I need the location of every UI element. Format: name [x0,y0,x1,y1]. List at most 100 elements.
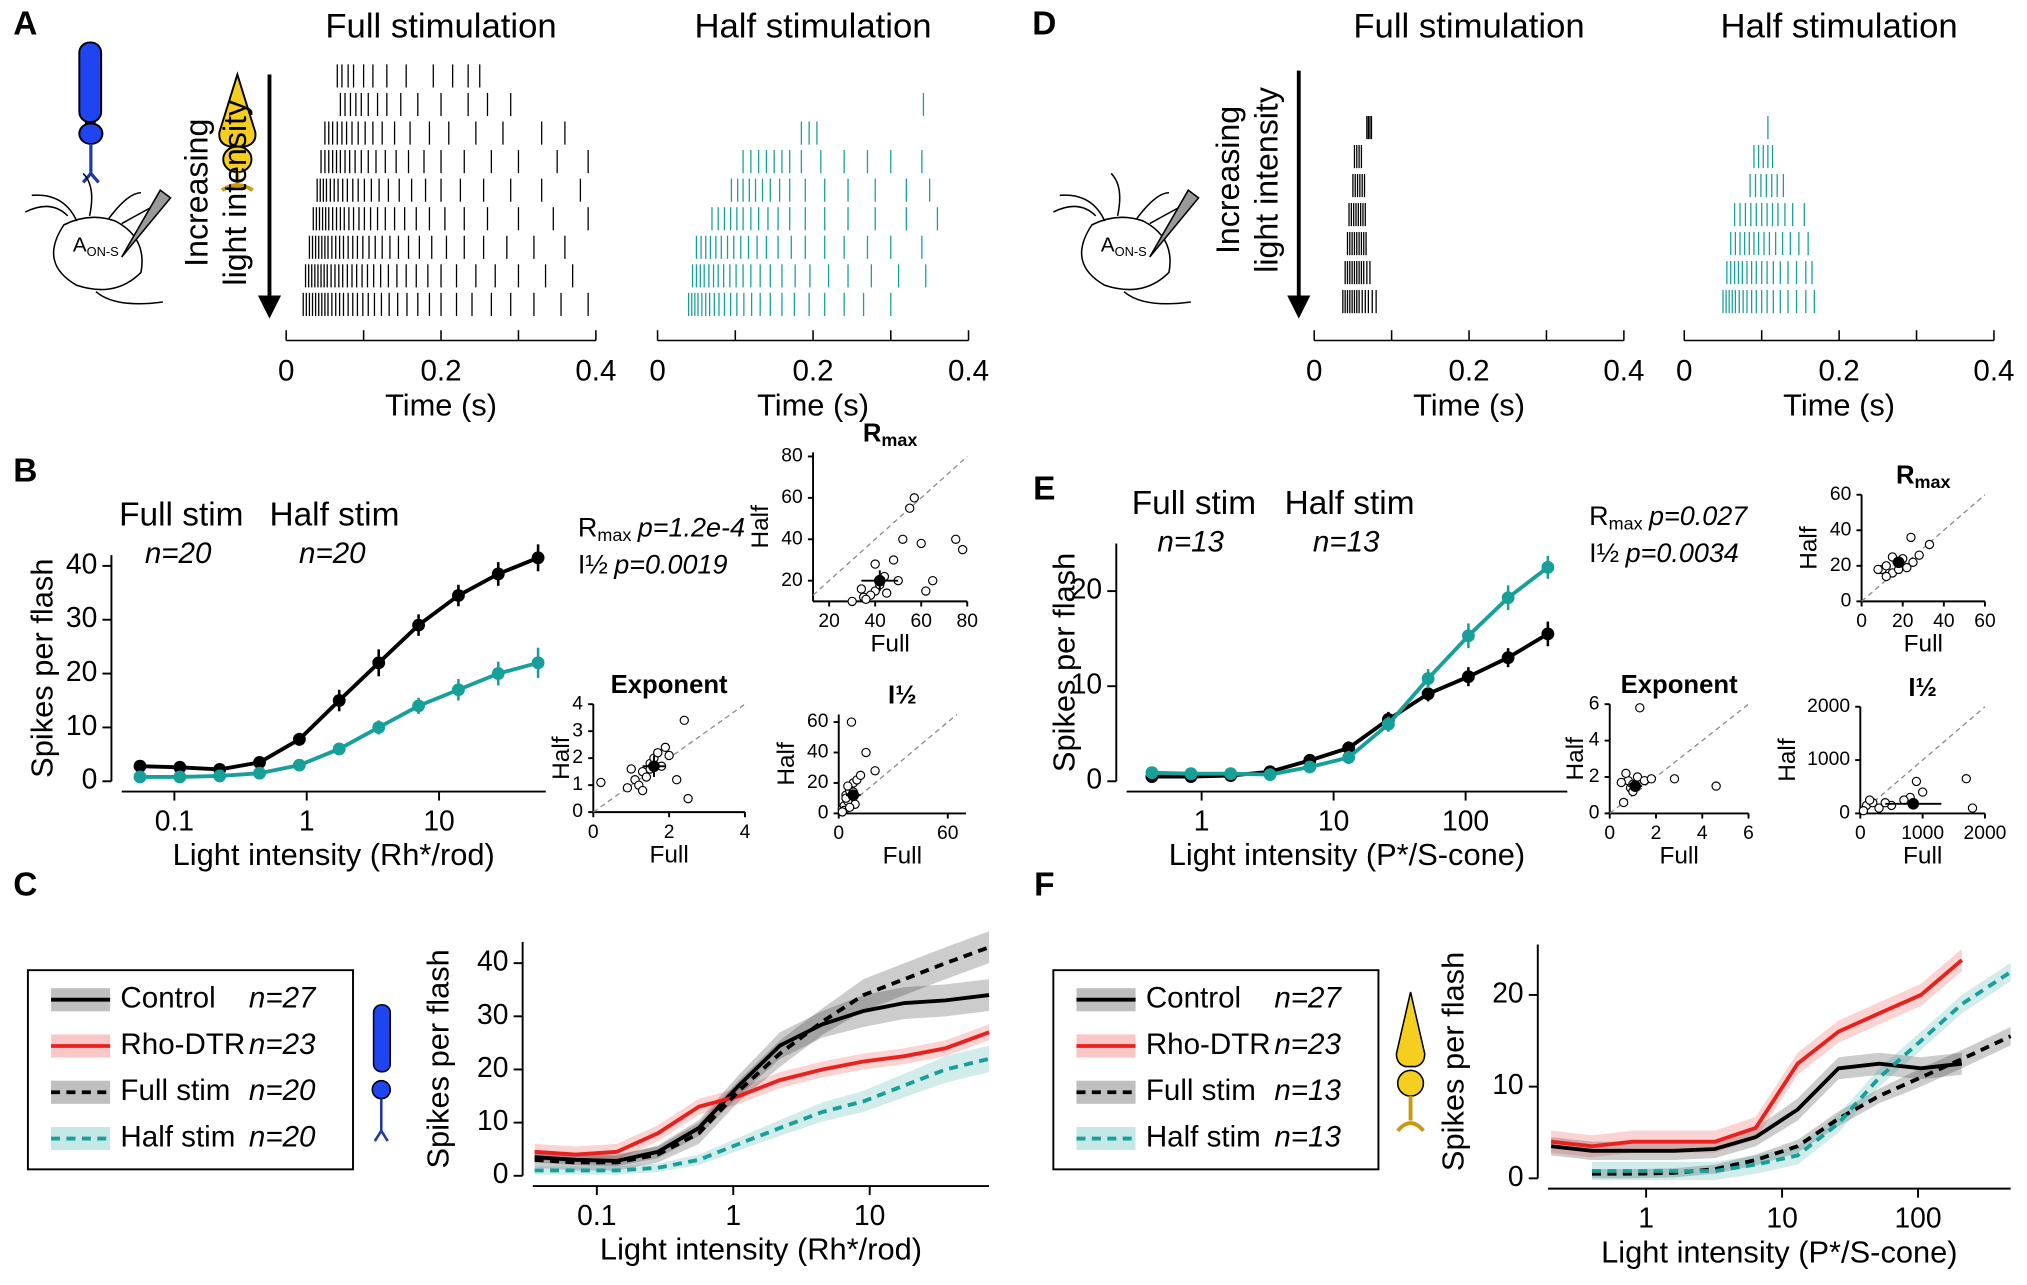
cell-point [909,493,919,503]
data-point [531,551,545,565]
legend-band [51,1126,111,1151]
x-tick-label: 0.2 [1819,354,1860,387]
data-point [292,758,306,772]
y-tick-label: 40 [1830,519,1851,540]
x-tick-label: 80 [957,611,978,632]
y-tick-label: 30 [477,998,508,1030]
inset-title-sub: max [881,430,917,450]
data-point [1342,741,1356,755]
error-band [1551,949,1962,1158]
cell-point [1924,539,1935,550]
cell-point [1669,774,1680,784]
legend-n: n=27 [249,982,317,1015]
x-tick-label: 20 [818,611,839,632]
arrow-head [1287,295,1311,319]
cell-point [898,534,908,544]
x-axis-label: Full [1659,843,1698,870]
error-band [534,1045,990,1175]
cell-label-sub: ON-S [1115,245,1147,260]
cell-point [653,748,663,758]
inset-title-sub: max [1915,472,1951,492]
y-tick-label: 4 [1589,730,1600,751]
series-line [534,1056,990,1173]
legend-label: Full stim [1146,1074,1256,1107]
legend-band [51,1080,111,1104]
series-line [534,1030,990,1157]
y-axis-label: Increasing [178,119,214,267]
cell-point [921,586,931,596]
data-point [1145,766,1159,780]
legend-label: Rho-DTR [120,1028,245,1061]
cell-point [861,594,871,604]
cell-point [888,555,899,565]
y-tick-label: 30 [66,601,97,633]
cell-point [1621,768,1631,779]
cell-point [1646,774,1657,784]
cell-point [1908,557,1918,567]
legend-label: Half stim [269,496,399,533]
y-axis-label: Spikes per flash [1436,952,1471,1171]
x-tick-label: 0.4 [1973,354,2014,387]
legend-label: Full stim [120,1074,230,1107]
stat-p: p=0.0034 [1625,538,1739,568]
panel-label: F [1034,866,1054,903]
x-tick-label: 0.2 [793,354,834,387]
cell-drawing [24,172,172,305]
inset-title: I½ [888,681,917,709]
data-point [1501,651,1515,665]
legend-n: n=20 [249,1074,316,1107]
raster-title: Half stimulation [694,7,931,45]
x-tick-label: 1 [725,1199,741,1231]
data-point [173,760,187,774]
cell-point [1874,803,1884,813]
cell-point [1911,776,1922,787]
cone-icon [218,71,257,192]
y-axis-label: Half [773,742,800,786]
y-tick-label: 0 [1839,802,1850,823]
cell-point [1914,550,1924,560]
legend-n: n=13 [1313,525,1380,558]
cell-label-main: A [1101,234,1115,257]
data-point [412,699,425,713]
cell-point [637,785,648,796]
stat-text: Rmax p=1.2e-4 [578,513,745,545]
x-tick-label: 4 [740,822,751,843]
x-tick-label: 10 [423,805,454,837]
x-axis-label: Light intensity (P*/S-cone) [1601,1234,1957,1269]
y-tick-label: 40 [477,945,508,977]
x-tick-label: 0.4 [575,354,616,387]
y-axis-label: Half [1774,738,1801,782]
panel-label: E [1033,471,1055,508]
inset-title: Rmax [1896,462,1951,492]
legend-label: Half stim [1285,485,1415,522]
data-point [1224,767,1238,781]
y-axis-label: Half [1562,737,1589,781]
raster-title: Full stimulation [1353,7,1584,45]
data-point [1461,670,1475,684]
y-tick-label: 20 [477,1051,508,1083]
y-tick-label: 2 [572,747,583,768]
y-tick-label: 0 [82,763,98,795]
series-line [1592,970,2012,1173]
x-axis-label: Full [1904,631,1943,658]
cell-point [596,777,606,788]
x-tick-label: 6 [1743,823,1754,844]
cell-point [1881,571,1891,582]
y-tick-label: 60 [781,487,802,508]
data-point [412,618,425,632]
cell-point [1618,797,1629,808]
cell-point [660,742,671,753]
panel-label: D [1032,6,1056,43]
data-point [1421,687,1435,701]
legend-n: n=13 [1274,1074,1341,1107]
data-point [133,770,147,784]
cell-point [1961,774,1971,784]
y-tick-label: 1000 [1807,749,1850,770]
y-tick-label: 20 [781,570,802,591]
data-point [372,721,386,734]
legend-label: Rho-DTR [1146,1028,1271,1061]
y-axis-label: Spikes per flash [421,949,456,1168]
error-band [534,931,990,1171]
raster-title: Half stimulation [1721,7,1958,45]
